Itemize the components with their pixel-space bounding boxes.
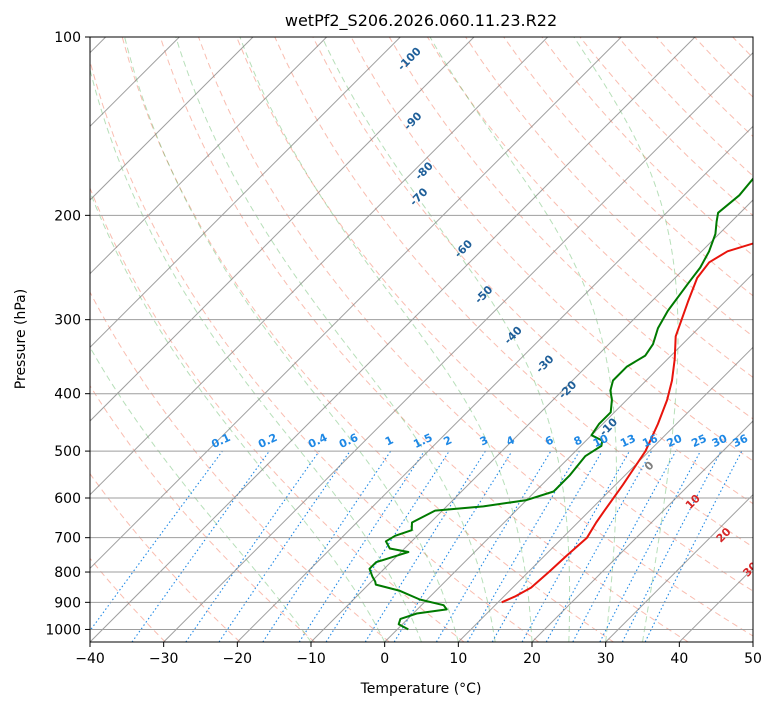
dry-adiabat-line (90, 59, 540, 642)
y-tick-label: 1000 (45, 622, 81, 638)
temperature-profile-line (501, 242, 753, 604)
mixing-ratio-label: 16 (640, 432, 660, 450)
dry-adiabat-line (90, 472, 241, 642)
y-tick-label: 100 (54, 30, 81, 46)
moist-adiabat-line (573, 37, 679, 642)
x-axis-title: Temperature (°C) (360, 681, 482, 697)
isotherm-grid-line (90, 37, 254, 201)
plot-frame (89, 36, 754, 643)
mixing-ratio-line (572, 450, 677, 642)
moist-adiabat-line (175, 37, 496, 642)
series-layer (368, 177, 753, 631)
isotherm-grid-line (236, 125, 753, 642)
isotherm-grid-line (90, 37, 328, 275)
y-tick-label: 700 (54, 531, 81, 547)
mixing-ratio-label: 13 (618, 432, 637, 450)
grid (90, 37, 753, 642)
dry-adiabat-line (388, 37, 753, 420)
dry-adiabat-line (159, 37, 689, 642)
mixing-ratio-label: 30 (710, 432, 730, 450)
isotherm-grid-line (384, 272, 753, 642)
mixing-ratio-label: 36 (731, 432, 751, 450)
dry-adiabat-line (312, 37, 753, 505)
isotherm-grid-line (90, 37, 549, 496)
x-tick-label: −40 (75, 651, 105, 667)
moist-adiabat-line (124, 37, 459, 642)
dry-adiabat-line (503, 37, 753, 297)
dry-adiabat-line (121, 37, 614, 642)
isotherm-grid-line (90, 37, 696, 642)
moist-adiabat-line (90, 67, 422, 642)
mixing-ratio-line (262, 450, 392, 642)
x-tick-label: 50 (744, 651, 762, 667)
y-tick-label: 800 (54, 565, 81, 581)
mixing-ratio-line (521, 450, 630, 642)
dry-adiabat-line (426, 37, 753, 378)
y-tick-label: 200 (54, 208, 81, 224)
moist-adiabat-line (239, 37, 533, 642)
dry-adiabat-line (274, 37, 753, 548)
axes: −40 −30 −20 −10 0 10 20 30 40 50 100 200 300 400 500 60… (45, 30, 762, 667)
dry-adiabat-line (465, 37, 753, 338)
x-tick-label: −30 (149, 651, 179, 667)
x-tick-label: −10 (296, 651, 326, 667)
background-lines (90, 37, 753, 642)
isotherm-grid-line (163, 51, 753, 642)
x-tick-label: 0 (380, 651, 389, 667)
dry-adiabat-line (236, 37, 753, 592)
y-tick-label: 500 (54, 444, 81, 460)
dry-adiabat-line (350, 37, 753, 462)
dry-adiabat-line (90, 186, 465, 642)
dry-adiabat-line (90, 384, 316, 642)
moist-adiabat-line (321, 37, 571, 642)
mixing-ratio-line (644, 450, 743, 642)
dry-adiabat-line (90, 291, 390, 642)
x-tick-label: 20 (523, 651, 541, 667)
x-tick-label: 40 (670, 651, 688, 667)
isotherm-grid-line (90, 37, 401, 349)
x-tick-label: −20 (223, 651, 253, 667)
mixing-ratio-line (131, 450, 270, 642)
isotherm-grid-line (90, 37, 622, 570)
moist-adiabat-line (90, 190, 386, 642)
mixing-ratio-line (545, 450, 653, 642)
mixing-ratio-line (218, 450, 351, 642)
isotherm-grid-line (605, 493, 753, 642)
mixing-ratio-label: 10 (591, 432, 611, 450)
mixing-ratio-line (185, 450, 320, 642)
y-tick-label: 600 (54, 491, 81, 507)
mixing-ratio-line (393, 450, 513, 642)
y-tick-label: 400 (54, 387, 81, 403)
y-axis-title: Pressure (hPa) (13, 289, 29, 389)
isotherm-grid-line (90, 37, 475, 422)
mixing-ratio-label: 20 (665, 432, 685, 450)
y-tick-label: 900 (54, 595, 81, 611)
x-tick-label: 10 (449, 651, 467, 667)
mixing-ratio-label: 25 (689, 432, 708, 450)
dewpoint-profile-line (368, 177, 753, 631)
isotherm-grid-line (457, 346, 753, 642)
mixing-ratio-line (90, 450, 223, 632)
isotherm-grid-line (310, 199, 753, 642)
y-tick-label: 300 (54, 313, 81, 329)
isotherm-grid-line (531, 420, 753, 642)
chart-title: wetPf2_S206.2026.060.11.23.R22 (285, 11, 557, 31)
mixing-ratio-line (298, 450, 425, 642)
moist-adiabat-line (429, 37, 617, 642)
x-tick-label: 30 (597, 651, 615, 667)
